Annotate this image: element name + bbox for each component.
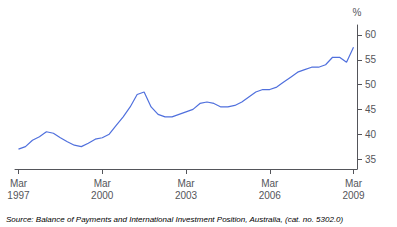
svg-text:55: 55 (365, 54, 377, 65)
svg-text:2006: 2006 (259, 190, 282, 201)
svg-text:%: % (353, 7, 362, 18)
svg-text:35: 35 (365, 154, 377, 165)
svg-text:Mar: Mar (10, 178, 28, 189)
svg-text:Mar: Mar (94, 178, 112, 189)
svg-text:1997: 1997 (7, 190, 30, 201)
svg-text:Source: Balance of Payments an: Source: Balance of Payments and Internat… (6, 215, 344, 224)
svg-text:60: 60 (365, 29, 377, 40)
svg-text:40: 40 (365, 129, 377, 140)
svg-text:2000: 2000 (91, 190, 114, 201)
svg-text:2009: 2009 (342, 190, 365, 201)
svg-text:Mar: Mar (345, 178, 363, 189)
svg-text:Mar: Mar (177, 178, 195, 189)
svg-text:50: 50 (365, 79, 377, 90)
svg-text:2003: 2003 (175, 190, 198, 201)
svg-text:45: 45 (365, 104, 377, 115)
svg-text:Mar: Mar (261, 178, 279, 189)
